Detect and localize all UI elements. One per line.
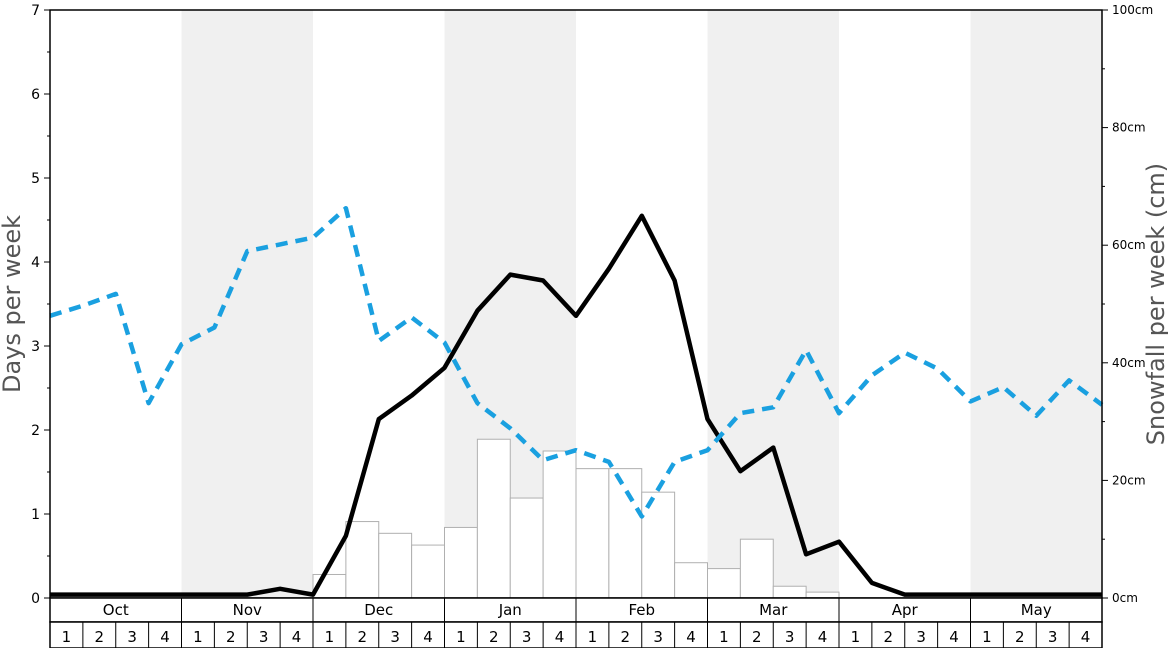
left-tick-label: 7 — [31, 3, 40, 19]
week-label: 2 — [1015, 628, 1025, 646]
week-label: 1 — [193, 628, 203, 646]
week-label: 1 — [325, 628, 335, 646]
snowfall-bar — [378, 532, 413, 599]
left-tick-label: 1 — [31, 507, 40, 523]
week-label: 4 — [686, 628, 696, 646]
week-label: 3 — [259, 628, 269, 646]
right-tick-label: 60cm — [1112, 238, 1146, 252]
shade-may — [970, 10, 1102, 598]
snowfall-bar — [707, 568, 741, 599]
snowfall-bars — [312, 438, 840, 599]
week-label: 1 — [851, 628, 861, 646]
snowfall-bar — [444, 526, 478, 599]
week-label: 2 — [752, 628, 762, 646]
month-shading — [181, 10, 1102, 598]
shade-mar — [707, 10, 839, 598]
week-label: 1 — [982, 628, 992, 646]
right-tick-label: 20cm — [1112, 473, 1146, 487]
left-tick-label: 2 — [31, 423, 40, 439]
week-label: 2 — [226, 628, 236, 646]
snowfall-bar — [411, 544, 445, 599]
week-label: 2 — [358, 628, 368, 646]
month-label: May — [1021, 601, 1052, 619]
month-label: Feb — [628, 601, 655, 619]
week-label: 1 — [719, 628, 729, 646]
snowfall-bar — [739, 538, 774, 599]
left-tick-label: 6 — [31, 87, 40, 103]
week-label: 4 — [1081, 628, 1091, 646]
right-axis-title: Snowfall per week (cm) — [1142, 163, 1168, 445]
week-row: 1 2 3 4 1 2 3 4 1 2 3 4 1 2 3 4 1 2 3 4 1 2 3 4 1 2 3 4 1 2 3 4 — [49, 621, 1103, 648]
week-label: 4 — [555, 628, 565, 646]
week-label: 2 — [95, 628, 105, 646]
week-label: 1 — [62, 628, 72, 646]
left-axis-title: Days per week — [0, 215, 26, 393]
week-label: 4 — [160, 628, 170, 646]
left-tick-label: 4 — [31, 255, 40, 271]
week-label: 2 — [621, 628, 631, 646]
right-axis-ticks: 0cm 20cm 40cm 60cm 80cm 100cm — [1102, 3, 1153, 605]
week-label: 2 — [884, 628, 894, 646]
week-label: 4 — [818, 628, 828, 646]
week-label: 1 — [588, 628, 598, 646]
month-row: Oct Nov Dec Jan Feb Mar Apr May — [49, 597, 1103, 623]
right-tick-label: 0cm — [1112, 591, 1138, 605]
snowfall-bar — [772, 585, 807, 599]
snowfall-bar — [575, 468, 610, 599]
week-label: 3 — [653, 628, 663, 646]
snowfall-bar — [509, 497, 544, 599]
month-label: Apr — [892, 601, 919, 619]
right-tick-label: 100cm — [1112, 3, 1153, 17]
week-label: 3 — [390, 628, 400, 646]
month-label: Oct — [103, 601, 129, 619]
right-tick-label: 40cm — [1112, 356, 1146, 370]
left-tick-label: 3 — [31, 339, 40, 355]
snowfall-bar — [608, 468, 643, 599]
lines — [49, 205, 1104, 597]
left-axis-ticks: 0 1 2 3 4 5 6 7 — [31, 3, 50, 607]
snowfall-bar — [641, 491, 676, 599]
week-label: 3 — [1048, 628, 1058, 646]
solid-line — [50, 213, 1102, 597]
left-tick-label: 0 — [31, 591, 40, 607]
week-label: 3 — [127, 628, 137, 646]
month-label: Jan — [498, 601, 522, 619]
snowfall-bar — [476, 438, 511, 599]
week-label: 4 — [949, 628, 959, 646]
snowfall-bar — [542, 450, 577, 599]
snowfall-bar — [805, 591, 840, 599]
week-label: 3 — [785, 628, 795, 646]
week-label: 2 — [489, 628, 499, 646]
month-label: Mar — [759, 601, 788, 619]
week-label: 4 — [423, 628, 433, 646]
week-label: 4 — [292, 628, 302, 646]
week-label: 1 — [456, 628, 466, 646]
right-tick-label: 80cm — [1112, 121, 1146, 135]
dashed-line — [49, 205, 1104, 519]
shade-nov — [181, 10, 313, 598]
left-tick-label: 5 — [31, 171, 40, 187]
week-label: 3 — [522, 628, 532, 646]
month-label: Nov — [233, 601, 262, 619]
snowfall-bar — [674, 562, 708, 599]
snowfall-bar — [345, 521, 380, 599]
week-label: 3 — [916, 628, 926, 646]
month-label: Dec — [364, 601, 393, 619]
